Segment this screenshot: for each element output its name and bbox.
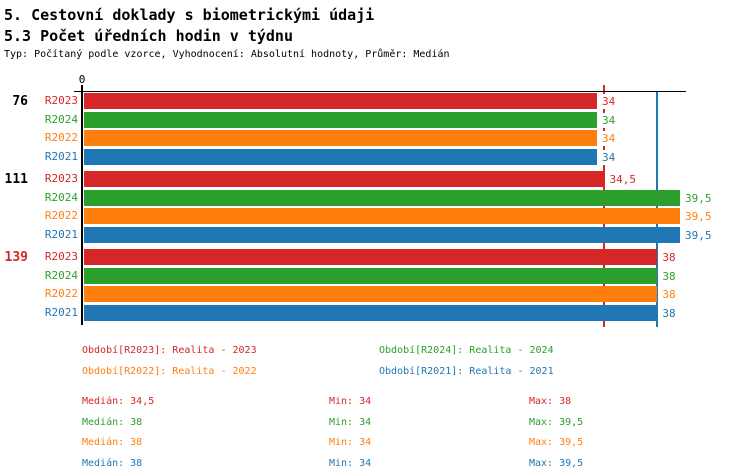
bar-value-label: 34 [600, 131, 617, 146]
bar-series-label: R2022 [44, 287, 78, 300]
x-axis-zero-tick-label: 0 [78, 73, 86, 86]
legend-item: Období[R2021]: Realita - 2021 [379, 366, 554, 377]
bar [84, 304, 658, 321]
bar-value-label: 34,5 [608, 172, 638, 187]
bar-series-label: R2024 [44, 268, 78, 282]
y-axis-line [81, 85, 83, 325]
stat-cell: Min: 34 [329, 417, 372, 428]
stat-cell: Min: 34 [329, 458, 372, 469]
bar [84, 226, 680, 243]
bar [84, 111, 597, 128]
bar-group-label: 76 [12, 94, 28, 109]
x-axis-top-line [74, 91, 686, 92]
legend-item: Období[R2022]: Realita - 2022 [82, 366, 257, 377]
stat-cell: Medián: 38 [82, 417, 143, 428]
stat-cell: Min: 34 [329, 396, 372, 407]
stat-cell: Max: 39,5 [529, 437, 584, 448]
bar [84, 286, 658, 302]
legend-item: Období[R2024]: Realita - 2024 [379, 345, 554, 356]
bar-value-label: 38 [661, 268, 677, 284]
bar-group-label: 111 [4, 172, 28, 187]
bar [84, 148, 597, 165]
bar [84, 93, 597, 109]
bar-value-label: 39,5 [683, 227, 713, 243]
bar-series-label: R2022 [44, 209, 78, 222]
bar-value-label: 39,5 [683, 190, 713, 206]
bar-series-label: R2023 [44, 250, 78, 263]
bar-value-label: 38 [661, 287, 677, 302]
bar-value-label: 39,5 [683, 209, 713, 224]
bar-value-label: 34 [600, 94, 617, 109]
bar-series-label: R2024 [44, 190, 78, 204]
legend-item: Období[R2023]: Realita - 2023 [82, 345, 257, 356]
chart-subtitle: 5.3 Počet úředních hodin v týdnu [4, 27, 293, 45]
bar-series-label: R2021 [44, 227, 78, 241]
chart-meta-line: Typ: Počítaný podle vzorce, Vyhodnocení:… [4, 49, 450, 60]
stat-cell: Medián: 38 [82, 437, 143, 448]
bar [84, 189, 680, 206]
bar-series-label: R2024 [44, 112, 78, 126]
bar-value-label: 38 [661, 250, 677, 265]
bar-value-label: 38 [661, 305, 677, 321]
bar [84, 208, 680, 224]
bar-series-label: R2023 [44, 94, 78, 107]
bar [84, 249, 658, 265]
bar [84, 171, 605, 187]
chart-title: 5. Cestovní doklady s biometrickými údaj… [4, 6, 375, 24]
bar [84, 130, 597, 146]
stat-cell: Max: 39,5 [529, 458, 584, 469]
bar-series-label: R2023 [44, 172, 78, 185]
bar-group-label: 139 [4, 250, 28, 265]
bar-series-label: R2022 [44, 131, 78, 144]
stat-cell: Medián: 38 [82, 458, 143, 469]
bar-value-label: 34 [600, 112, 617, 128]
stat-cell: Min: 34 [329, 437, 372, 448]
stat-cell: Medián: 34,5 [82, 396, 155, 407]
reference-line [603, 85, 606, 327]
stat-cell: Max: 38 [529, 396, 572, 407]
bar [84, 267, 658, 284]
bar-series-label: R2021 [44, 305, 78, 319]
stat-cell: Max: 39,5 [529, 417, 584, 428]
bar-series-label: R2021 [44, 149, 78, 163]
bar-value-label: 34 [600, 149, 617, 165]
